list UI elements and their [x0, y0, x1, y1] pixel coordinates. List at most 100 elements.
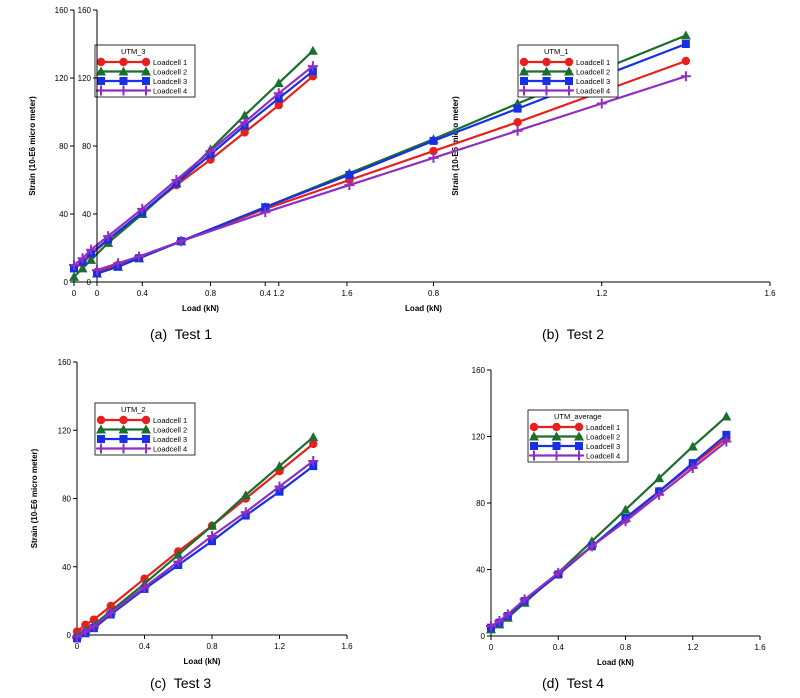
data-point — [81, 620, 90, 629]
legend-marker — [542, 77, 551, 85]
y-tick-label: 40 — [476, 566, 485, 575]
series-line — [76, 460, 314, 638]
chart-panel-test-4: 0 0.4 0.8 1.2 1.6 0 40 80 120 160 Load (kN) UTM_ave… — [400, 349, 800, 698]
legend-marker — [141, 57, 151, 67]
legend-marker — [551, 450, 562, 461]
chart-panel-test-2: 0 0.4 0.8 1.2 1.6 0 40 80 120 160 Load (kN) Strain … — [78, 0, 800, 349]
legend-marker — [141, 424, 151, 434]
legend-label: Loadcell 1 — [576, 58, 610, 67]
legend-marker — [519, 85, 529, 96]
y-tick-label: 0 — [67, 631, 72, 640]
series-line — [73, 65, 314, 266]
legend-item: Loadcell 1 — [529, 422, 620, 432]
chart-panel-test-3: 0 0.4 0.8 1.2 1.6 0 40 80 120 160 Load (kN) Strain … — [0, 349, 400, 698]
legend-item: Loadcell 3 — [97, 77, 187, 86]
data-point — [137, 203, 148, 214]
legend-item: Loadcell 4 — [96, 443, 187, 454]
legend-label: Loadcell 2 — [576, 68, 610, 77]
legend-marker — [564, 66, 574, 76]
y-axis-title: Strain (10-E6 micro meter) — [30, 448, 39, 548]
x-tick-label: 1.6 — [764, 289, 776, 298]
legend-marker — [541, 85, 552, 96]
data-point — [428, 152, 439, 163]
y-tick-label: 0 — [87, 278, 92, 287]
data-point — [308, 432, 319, 442]
legend-marker — [96, 424, 106, 434]
data-point — [513, 104, 522, 113]
legend-label: Loadcell 3 — [576, 77, 610, 86]
y-tick-label: 120 — [58, 426, 72, 435]
data-point — [69, 271, 79, 281]
series-3 — [70, 67, 317, 273]
y-tick-label: 120 — [55, 74, 69, 83]
data-point — [512, 125, 523, 136]
data-point — [680, 71, 691, 82]
legend-title: UTM_3 — [121, 47, 146, 56]
data-point — [721, 411, 732, 421]
legend-marker — [529, 422, 539, 432]
series-4 — [72, 455, 319, 642]
data-point — [308, 67, 317, 76]
data-point — [345, 170, 354, 179]
legend-marker — [118, 424, 129, 434]
y-tick-label: 0 — [481, 632, 486, 641]
x-tick-label: 0.4 — [553, 643, 565, 652]
data-point — [309, 462, 318, 471]
data-point — [103, 231, 114, 242]
y-tick-label: 40 — [62, 563, 71, 572]
legend-item: Loadcell 1 — [519, 57, 610, 67]
legend-title: UTM_2 — [121, 405, 146, 414]
x-tick-label: 1.6 — [341, 289, 353, 298]
data-point — [275, 487, 284, 496]
data-point — [344, 180, 355, 191]
legend-marker — [141, 66, 151, 76]
y-tick-label: 80 — [82, 142, 91, 151]
x-tick-label: 0 — [95, 289, 100, 298]
data-point — [274, 481, 285, 492]
legend-marker — [96, 57, 106, 67]
x-axis-title: Load (kN) — [182, 304, 219, 313]
data-point — [173, 549, 184, 559]
x-tick-label: 0 — [75, 642, 80, 651]
data-point — [176, 236, 187, 247]
data-point — [307, 45, 318, 55]
data-point — [69, 260, 79, 270]
chart-test-1: 0 0.4 0.8 1.2 1.6 0 40 80 120 160 Load (kN) Strain … — [28, 6, 353, 313]
x-tick-label: 1.6 — [341, 642, 353, 651]
legend-marker — [529, 450, 539, 461]
x-tick-label: 0.8 — [205, 289, 217, 298]
data-point — [72, 631, 82, 642]
legend-item: Loadcell 4 — [96, 85, 187, 96]
data-point — [205, 146, 216, 157]
data-point — [207, 531, 217, 542]
chart-test-2: 0 0.4 0.8 1.2 1.6 0 40 80 120 160 Load (kN) Strain … — [78, 6, 776, 313]
x-axis-title: Load (kN) — [184, 657, 221, 666]
data-point — [308, 455, 319, 466]
legend-marker — [118, 85, 129, 96]
legend-marker — [551, 431, 562, 441]
legend-marker — [119, 435, 128, 443]
data-point — [307, 61, 318, 72]
legend-marker — [541, 66, 552, 76]
data-point — [494, 616, 505, 627]
chart-caption: (a) Test 1 — [150, 326, 212, 342]
data-point — [86, 254, 97, 264]
x-tick-label: 0 — [72, 289, 77, 298]
chart-caption: (b) Test 2 — [542, 326, 604, 342]
data-point — [260, 207, 271, 218]
x-tick-label: 1.2 — [687, 643, 699, 652]
y-tick-label: 160 — [58, 358, 72, 367]
chart-panel-test-1: 0 0.4 0.8 1.2 1.6 0 40 80 120 160 Load (kN) Strain … — [0, 0, 400, 349]
legend-label: Loadcell 4 — [153, 445, 187, 454]
x-axis-title: Load (kN) — [597, 658, 634, 667]
legend-marker — [565, 77, 573, 85]
data-point — [240, 128, 249, 137]
legend-marker — [574, 422, 584, 432]
chart-caption: (c) Test 3 — [150, 675, 212, 691]
y-axis-title: Strain (10-E6 micro meter) — [28, 96, 37, 196]
legend-item: Loadcell 2 — [96, 66, 187, 77]
legend-marker — [119, 415, 128, 425]
